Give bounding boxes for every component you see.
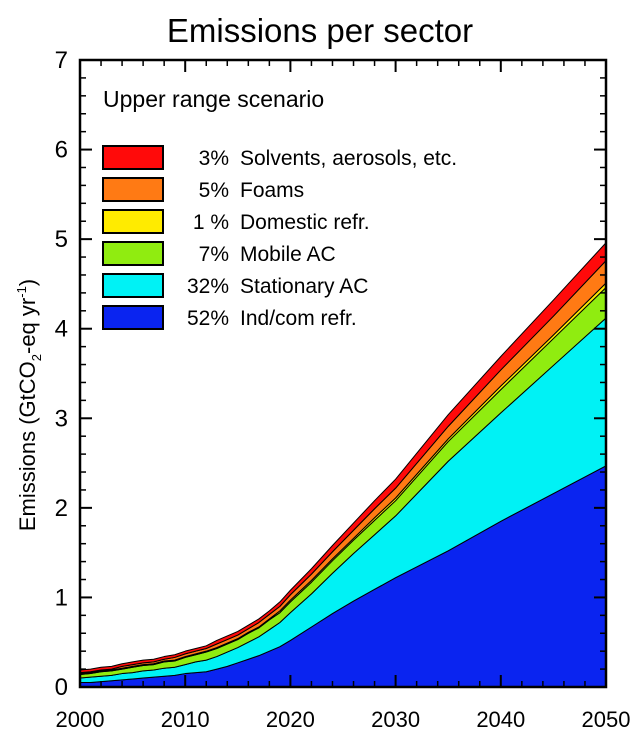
x-tick-label: 2000 (56, 707, 105, 731)
scenario-annotation: Upper range scenario (103, 86, 324, 112)
x-tick-label: 2020 (266, 707, 315, 731)
y-tick-label: 3 (55, 405, 68, 432)
legend-percent: 32% (187, 275, 229, 298)
legend: 3% Solvents, aerosols, etc. 5% Foams 1 % Dome… (102, 145, 457, 330)
legend-label: Mobile AC (240, 243, 336, 266)
y-tick-labels: 0 1 2 3 4 5 6 7 (55, 47, 68, 701)
y-axis-label-end: ) (15, 279, 40, 286)
legend-percent: 7% (199, 243, 229, 266)
legend-percent: 3% (199, 147, 229, 170)
legend-swatch-ind-com-refr (102, 305, 164, 330)
legend-swatch-foams (102, 177, 164, 202)
y-tick-label: 2 (55, 495, 68, 522)
y-axis-label: Emissions (GtCO2-eq yr-1) (14, 279, 44, 531)
y-tick-label: 5 (55, 226, 68, 253)
legend-swatch-stationary-ac (102, 273, 164, 298)
y-axis-label-main: Emissions (GtCO (15, 361, 40, 531)
y-axis-label-subscript: 2 (29, 354, 44, 361)
x-tick-label: 2030 (371, 707, 420, 731)
y-axis-label-superscript: -1 (14, 286, 29, 298)
legend-percent: 5% (199, 179, 229, 202)
chart-title: Emissions per sector (167, 12, 473, 49)
y-tick-label: 4 (55, 316, 68, 343)
legend-swatch-solvents-aerosols-etc (102, 145, 164, 170)
x-tick-labels: 2000 2010 2020 2030 2040 2050 (56, 707, 631, 731)
x-tick-label: 2040 (476, 707, 525, 731)
legend-percent: 52% (187, 307, 229, 330)
x-tick-label: 2050 (582, 707, 631, 731)
legend-swatch-domestic-refr (102, 209, 164, 234)
legend-label: Stationary AC (240, 275, 368, 298)
legend-label: Solvents, aerosols, etc. (240, 147, 457, 170)
legend-label: Ind/com refr. (240, 307, 357, 330)
legend-percent: 1 % (193, 211, 229, 234)
y-tick-label: 6 (55, 137, 68, 164)
legend-label: Foams (240, 179, 304, 202)
y-tick-label: 1 (55, 584, 68, 611)
y-axis-label-mid: -eq yr (15, 298, 40, 354)
legend-label: Domestic refr. (240, 211, 370, 234)
y-tick-label: 0 (55, 674, 68, 701)
legend-swatch-mobile-ac (102, 241, 164, 266)
x-tick-label: 2010 (161, 707, 210, 731)
plot-frame (78, 58, 608, 689)
y-tick-label: 7 (55, 47, 68, 74)
